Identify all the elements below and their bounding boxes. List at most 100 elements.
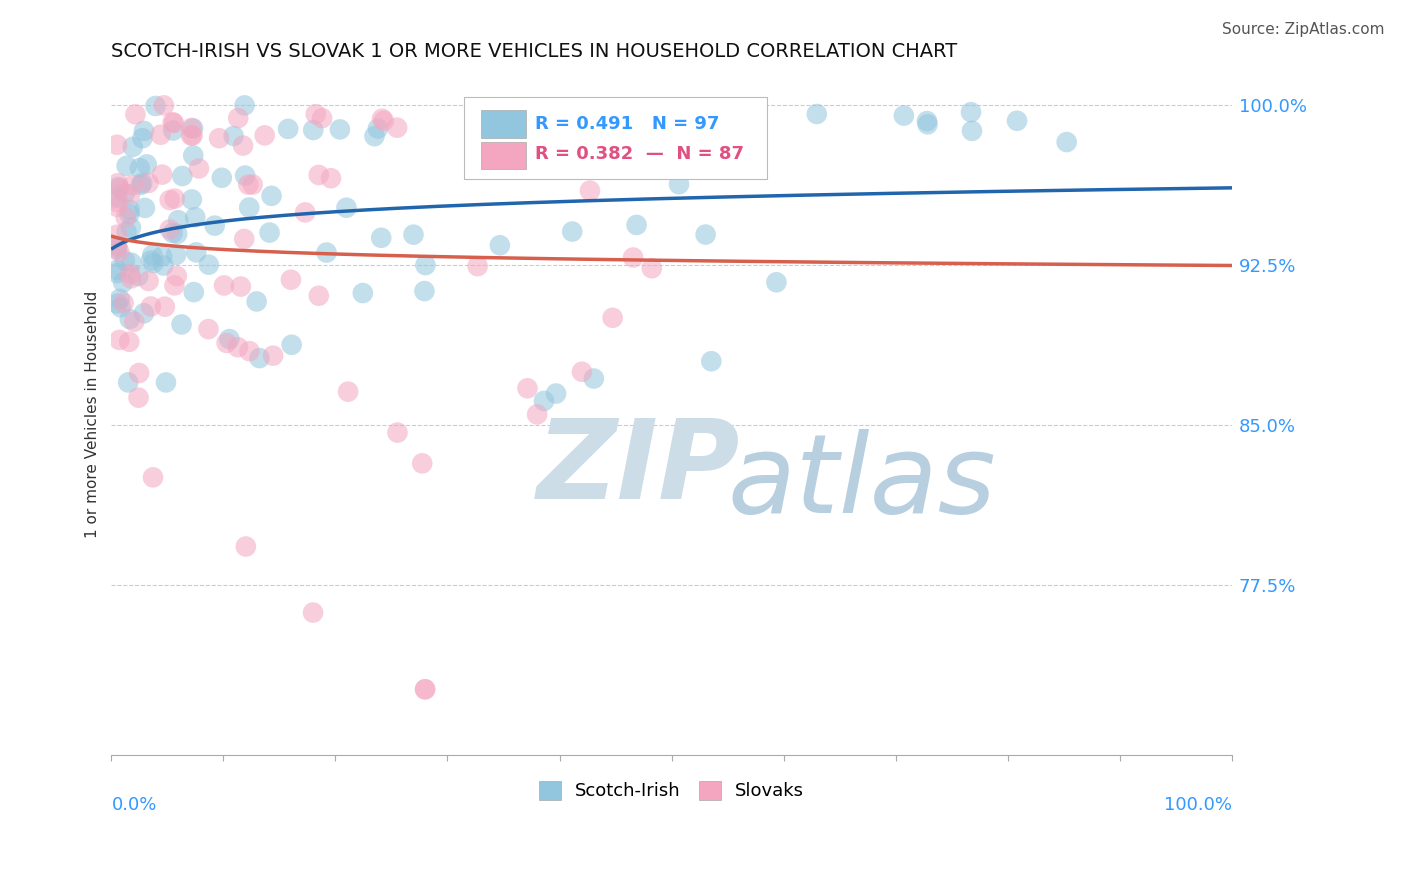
Point	[893, 109, 915, 123]
Point	[229, 279, 252, 293]
Point	[544, 114, 567, 128]
Point	[411, 456, 433, 470]
Point	[132, 306, 155, 320]
Point	[108, 292, 131, 306]
Point	[112, 276, 135, 290]
Point	[641, 261, 664, 276]
Text: ZIP: ZIP	[537, 416, 741, 523]
Point	[501, 106, 523, 120]
Point	[602, 310, 624, 325]
Point	[308, 168, 330, 182]
Point	[260, 189, 283, 203]
Point	[352, 286, 374, 301]
Point	[226, 111, 249, 125]
Point	[302, 123, 325, 137]
Point	[363, 129, 385, 144]
Point	[481, 113, 503, 128]
Point	[204, 219, 226, 233]
Point	[571, 365, 593, 379]
Point	[242, 178, 264, 192]
FancyBboxPatch shape	[481, 111, 526, 137]
Point	[700, 354, 723, 368]
Point	[233, 232, 256, 246]
Point	[415, 258, 437, 272]
Point	[105, 266, 128, 280]
Point	[139, 300, 162, 314]
Point	[120, 220, 142, 235]
Point	[544, 386, 567, 401]
Point	[150, 249, 173, 263]
Point	[184, 211, 207, 225]
Point	[105, 191, 128, 205]
Point	[579, 184, 602, 198]
Point	[149, 128, 172, 142]
Point	[467, 259, 489, 273]
Point	[135, 157, 157, 171]
Point	[170, 318, 193, 332]
Point	[117, 376, 139, 390]
Point	[124, 107, 146, 121]
Point	[208, 131, 231, 145]
Point	[128, 366, 150, 380]
Point	[120, 267, 142, 281]
Point	[621, 251, 644, 265]
Point	[114, 211, 136, 225]
Point	[166, 268, 188, 283]
Point	[181, 128, 204, 143]
Text: SCOTCH-IRISH VS SLOVAK 1 OR MORE VEHICLES IN HOUSEHOLD CORRELATION CHART: SCOTCH-IRISH VS SLOVAK 1 OR MORE VEHICLE…	[111, 42, 957, 61]
Point	[294, 205, 316, 219]
Point	[367, 121, 389, 136]
Point	[105, 263, 128, 277]
Point	[960, 124, 983, 138]
Point	[162, 123, 184, 137]
Point	[249, 351, 271, 365]
Point	[186, 245, 208, 260]
Point	[120, 187, 142, 202]
Point	[235, 540, 257, 554]
Point	[277, 122, 299, 136]
Point	[180, 193, 202, 207]
Point	[155, 376, 177, 390]
Point	[105, 137, 128, 152]
Text: atlas: atlas	[727, 429, 997, 536]
Point	[163, 116, 186, 130]
Point	[139, 253, 162, 268]
Point	[280, 273, 302, 287]
Point	[141, 248, 163, 262]
Point	[238, 201, 260, 215]
Point	[159, 222, 181, 236]
Point	[163, 278, 186, 293]
Point	[215, 335, 238, 350]
Point	[183, 285, 205, 299]
Text: Source: ZipAtlas.com: Source: ZipAtlas.com	[1222, 22, 1385, 37]
Point	[118, 334, 141, 349]
Point	[668, 178, 690, 192]
Point	[915, 114, 938, 128]
Point	[108, 244, 131, 259]
Point	[114, 186, 136, 201]
Point	[108, 181, 131, 195]
Point	[118, 312, 141, 326]
Point	[489, 238, 512, 252]
FancyBboxPatch shape	[464, 97, 766, 179]
Point	[262, 349, 284, 363]
Point	[105, 238, 128, 252]
Point	[120, 256, 142, 270]
Point	[373, 114, 395, 128]
Point	[508, 115, 530, 129]
Point	[280, 338, 302, 352]
Point	[917, 117, 939, 131]
Point	[134, 201, 156, 215]
Point	[180, 120, 202, 135]
Point	[582, 371, 605, 385]
Point	[145, 99, 167, 113]
Point	[315, 245, 337, 260]
Point	[112, 296, 135, 310]
Point	[107, 176, 129, 190]
Point	[181, 121, 204, 136]
Point	[128, 161, 150, 175]
Point	[197, 322, 219, 336]
Point	[162, 226, 184, 240]
Point	[138, 176, 160, 190]
Point	[626, 218, 648, 232]
